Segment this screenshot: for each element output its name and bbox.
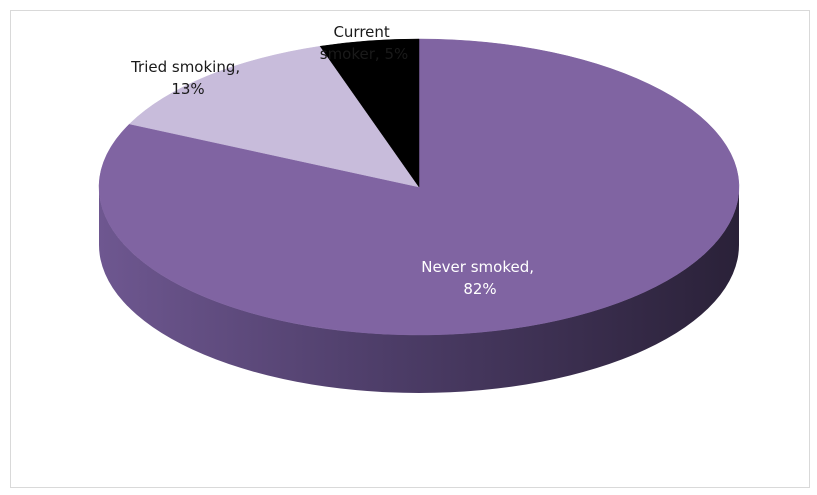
pie-slices <box>98 38 740 336</box>
pie-side <box>99 187 739 393</box>
pie-slice-tried-smoking <box>128 45 420 188</box>
label-tried-smoking-line1: Tried smoking, <box>130 58 240 76</box>
label-tried-smoking: Tried smoking, 13% <box>130 58 245 98</box>
label-never-smoked-line1: Never smoked, <box>421 258 534 276</box>
label-never-smoked: Never smoked, 82% <box>421 258 539 298</box>
pie-labels: Never smoked, 82% Tried smoking, 13% Cur… <box>130 23 539 298</box>
pie-slice-current-smoker <box>319 38 420 188</box>
label-current-smoker-line1: Current <box>333 23 389 41</box>
label-tried-smoking-line2: 13% <box>171 80 204 98</box>
pie-side-wall <box>99 187 739 393</box>
label-current-smoker: Current smoker, 5% <box>320 23 408 63</box>
label-current-smoker-line2: smoker, 5% <box>320 45 408 63</box>
label-never-smoked-line2: 82% <box>463 280 496 298</box>
